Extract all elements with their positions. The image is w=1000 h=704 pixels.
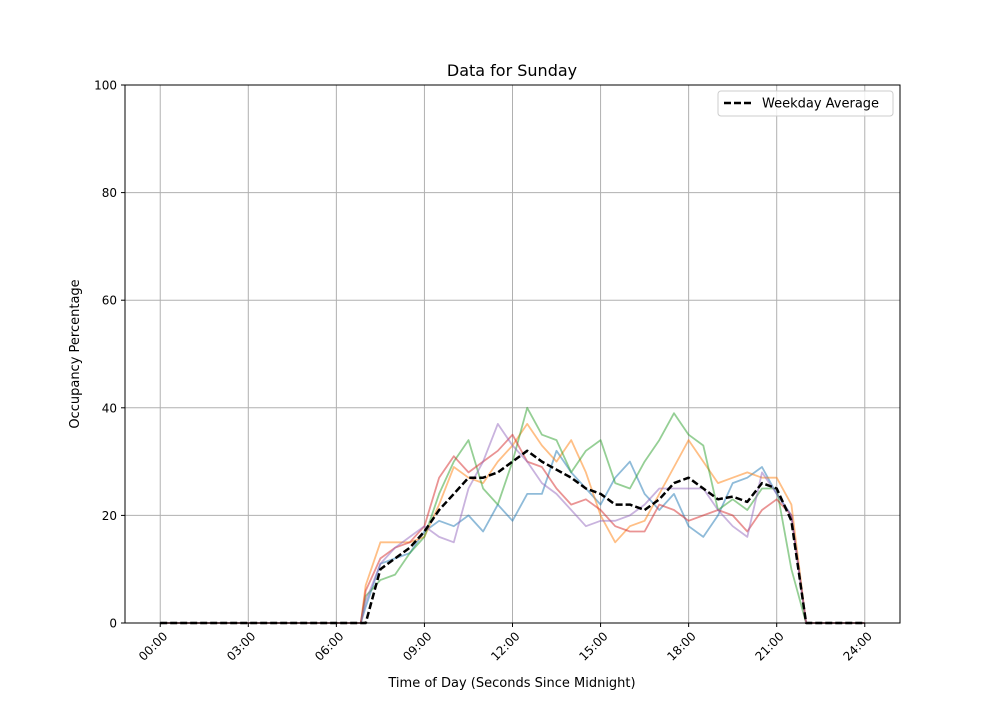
series-line-1 <box>160 449 865 624</box>
y-axis-label: Occupancy Percentage <box>68 279 83 428</box>
ticks: 00:00 03:00 06:00 09:00 12:00 15:00 18:00 21:00… <box>94 79 875 664</box>
y-tick-label: 0 <box>109 617 117 631</box>
grid <box>125 84 900 624</box>
x-tick-label: 18:00 <box>664 629 698 663</box>
y-tick-label: 20 <box>102 509 117 523</box>
series-line-5 <box>160 422 865 624</box>
y-tick-label: 100 <box>94 79 117 93</box>
y-tick-label: 40 <box>102 401 117 415</box>
series-line-weekday-average <box>160 449 865 625</box>
series-line-3 <box>160 406 865 624</box>
series-lines <box>160 406 865 625</box>
series-line-4 <box>160 433 865 624</box>
x-tick-label: 21:00 <box>752 629 786 663</box>
x-tick-label: 24:00 <box>841 629 875 663</box>
x-tick-label: 06:00 <box>312 629 346 663</box>
x-tick-label: 09:00 <box>400 629 434 663</box>
y-tick-label: 80 <box>102 186 117 200</box>
x-tick-label: 15:00 <box>576 629 610 663</box>
legend: Weekday Average <box>717 90 894 117</box>
chart-title: Data for Sunday <box>447 61 577 80</box>
legend-box <box>717 90 894 117</box>
x-tick-label: 12:00 <box>488 629 522 663</box>
x-axis-label: Time of Day (Seconds Since Midnight) <box>387 676 635 691</box>
legend-label-weekday-average: Weekday Average <box>762 97 879 112</box>
x-tick-label: 03:00 <box>224 629 258 663</box>
x-tick-label: 00:00 <box>136 629 170 663</box>
series-line-2 <box>160 422 865 624</box>
y-tick-label: 60 <box>102 294 117 308</box>
